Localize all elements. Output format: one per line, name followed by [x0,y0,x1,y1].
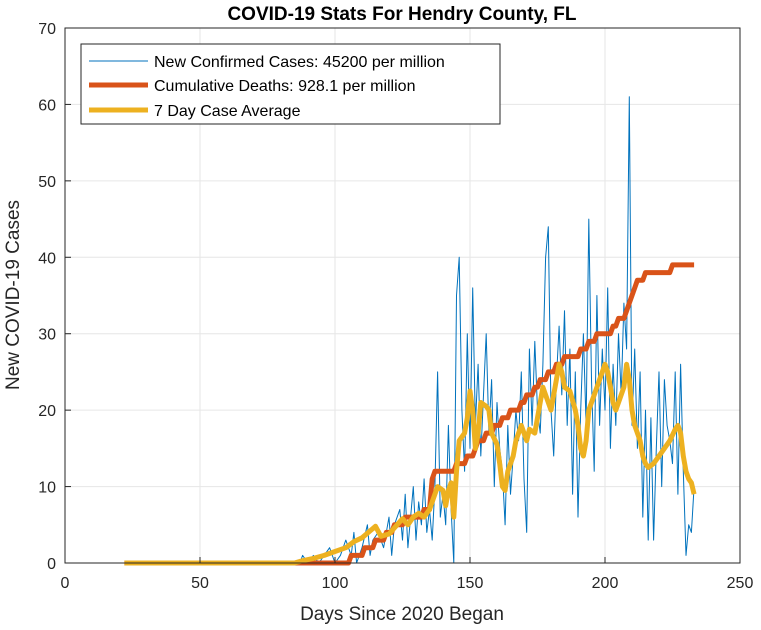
y-axis: 0 10 20 30 40 50 60 70 [38,21,71,573]
y-tick-label: 40 [38,250,56,267]
y-tick-label: 70 [38,21,56,38]
y-tick-label: 10 [38,480,56,497]
legend: New Confirmed Cases: 45200 per million C… [80,43,501,125]
y-tick-label: 30 [38,327,56,344]
chart-title: COVID-19 Stats For Hendry County, FL [227,4,576,25]
y-tick-label: 50 [38,174,56,191]
legend-box [80,43,501,125]
legend-label-cumulative-deaths: Cumulative Deaths: 928.1 per million [154,78,415,95]
legend-label-7-day-average: 7 Day Case Average [154,103,301,120]
x-tick-label: 100 [322,575,349,592]
x-axis: 0 50 100 150 200 250 [61,557,754,592]
x-tick-label: 50 [191,575,209,592]
x-tick-label: 0 [61,575,70,592]
y-tick-label: 20 [38,403,56,420]
y-axis-label: New COVID-19 Cases [3,200,24,390]
x-axis-label: Days Since 2020 Began [300,604,504,625]
x-tick-label: 200 [592,575,619,592]
y-tick-label: 60 [38,97,56,114]
axes-box [64,27,741,564]
series-layer [124,96,697,566]
x-tick-label: 150 [457,575,484,592]
y-tick-label: 0 [47,556,56,573]
series-7-day-case-average [124,361,697,566]
x-tick-label: 250 [727,575,754,592]
legend-label-new-cases: New Confirmed Cases: 45200 per million [154,54,445,71]
